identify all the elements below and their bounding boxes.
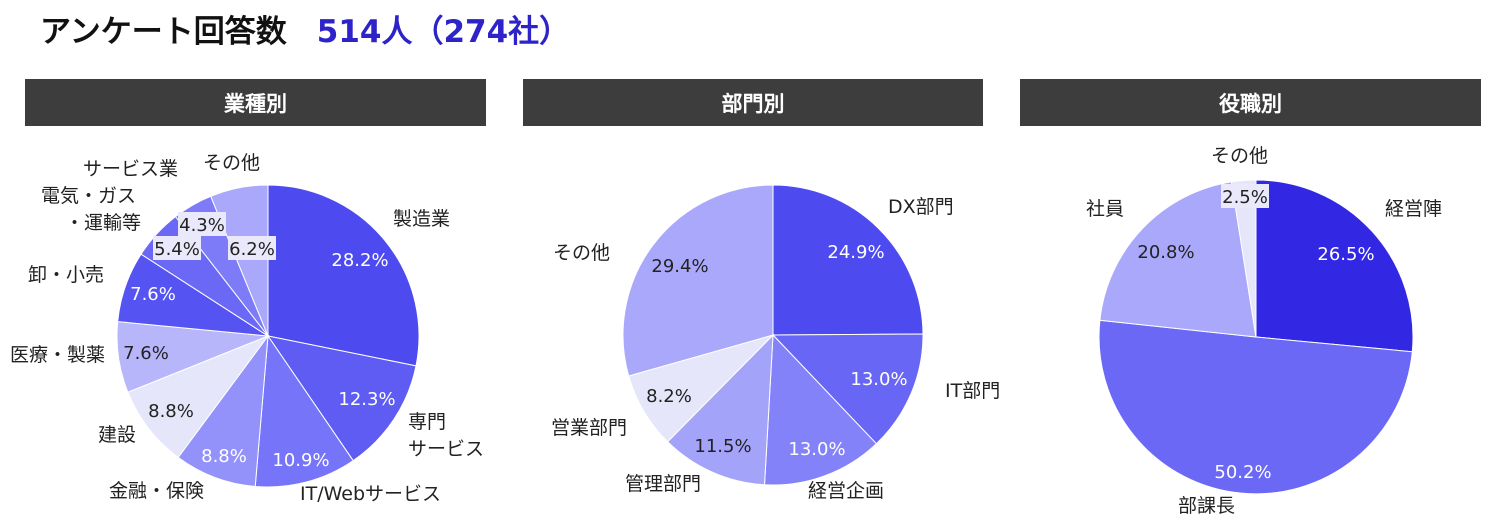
pie-slice bbox=[666, 333, 774, 486]
data-label: 11.5% bbox=[694, 436, 751, 457]
category-label: IT部門 bbox=[945, 380, 1000, 402]
data-label: 2.5% bbox=[1222, 187, 1268, 208]
panel-header-department: 部門別 bbox=[523, 79, 983, 126]
category-label: サービス業 bbox=[83, 158, 178, 180]
category-label: 卸・小売 bbox=[28, 264, 104, 286]
panel-header-position: 役職別 bbox=[1020, 79, 1481, 126]
category-label: 医療・製薬 bbox=[10, 344, 105, 366]
category-label: 建設 bbox=[98, 424, 136, 446]
pie-slice bbox=[1230, 179, 1257, 338]
category-label: 営業部門 bbox=[551, 417, 627, 439]
data-label: 8.8% bbox=[201, 446, 247, 467]
data-label: 50.2% bbox=[1214, 462, 1271, 483]
pie-slice bbox=[772, 184, 924, 336]
pie-chart-2: 24.9% 13.0% 13.0% 11.5% 8.2% 29.4% DX部門 IT部門経営企… bbox=[551, 184, 1000, 502]
category-label: その他 bbox=[203, 152, 260, 174]
category-label: 専門サービス bbox=[408, 411, 484, 460]
data-label: 28.2% bbox=[331, 250, 388, 271]
data-label: 8.2% bbox=[646, 386, 692, 407]
data-label: 24.9% bbox=[827, 242, 884, 263]
category-label: 電気・ガス・運輸等 bbox=[41, 185, 141, 234]
pie-slice bbox=[1255, 179, 1414, 353]
category-label: 管理部門 bbox=[625, 473, 701, 495]
category-label: その他 bbox=[1211, 145, 1268, 167]
category-label: 部課長 bbox=[1178, 495, 1235, 517]
pie-slice bbox=[267, 184, 420, 367]
data-label: 20.8% bbox=[1137, 242, 1194, 263]
survey-title: アンケート回答数 bbox=[40, 14, 287, 50]
data-label-box bbox=[1221, 184, 1269, 208]
page-title: アンケート回答数 514人（274社） bbox=[40, 6, 570, 51]
data-label: 12.3% bbox=[338, 389, 395, 410]
category-label: 製造業 bbox=[393, 208, 450, 230]
category-label: IT/Webサービス bbox=[300, 483, 441, 505]
pie-slice bbox=[266, 335, 417, 462]
data-label: 29.4% bbox=[651, 256, 708, 277]
category-label: その他 bbox=[553, 242, 610, 264]
category-label: 金融・保険 bbox=[109, 480, 204, 502]
category-label: 経営企画 bbox=[808, 480, 884, 502]
pie-slice bbox=[1098, 319, 1413, 495]
category-label: DX部門 bbox=[888, 196, 954, 218]
data-label: 13.0% bbox=[788, 439, 845, 460]
pie-slice bbox=[622, 184, 774, 377]
panel-header-industry: 業種別 bbox=[25, 79, 486, 126]
data-label: 8.8% bbox=[148, 401, 194, 422]
category-label: 社員 bbox=[1086, 198, 1124, 220]
data-label: 6.2% bbox=[229, 239, 275, 260]
data-label: 7.6% bbox=[130, 284, 176, 305]
data-label: 10.9% bbox=[272, 450, 329, 471]
pie-slice bbox=[127, 334, 270, 459]
data-label: 4.3% bbox=[179, 215, 225, 236]
data-label: 13.0% bbox=[850, 369, 907, 390]
data-label-box bbox=[153, 236, 201, 260]
pie-slice bbox=[254, 334, 354, 488]
data-label: 26.5% bbox=[1317, 244, 1374, 265]
pie-slice bbox=[763, 333, 878, 486]
data-label: 5.4% bbox=[154, 239, 200, 260]
response-count: 514人（274社） bbox=[316, 14, 571, 50]
data-label-box bbox=[228, 236, 276, 260]
pie-slice bbox=[1099, 181, 1257, 338]
pie-chart-1: 28.2% 12.3% 10.9% 8.8% 8.8% 7.6% 7.6% 5.4% 4.3%6… bbox=[10, 152, 484, 505]
data-label: 7.6% bbox=[123, 343, 169, 364]
data-label-box bbox=[178, 212, 226, 236]
pie-slice bbox=[177, 334, 269, 488]
pie-slice bbox=[771, 333, 924, 445]
category-label: 経営陣 bbox=[1385, 198, 1442, 220]
